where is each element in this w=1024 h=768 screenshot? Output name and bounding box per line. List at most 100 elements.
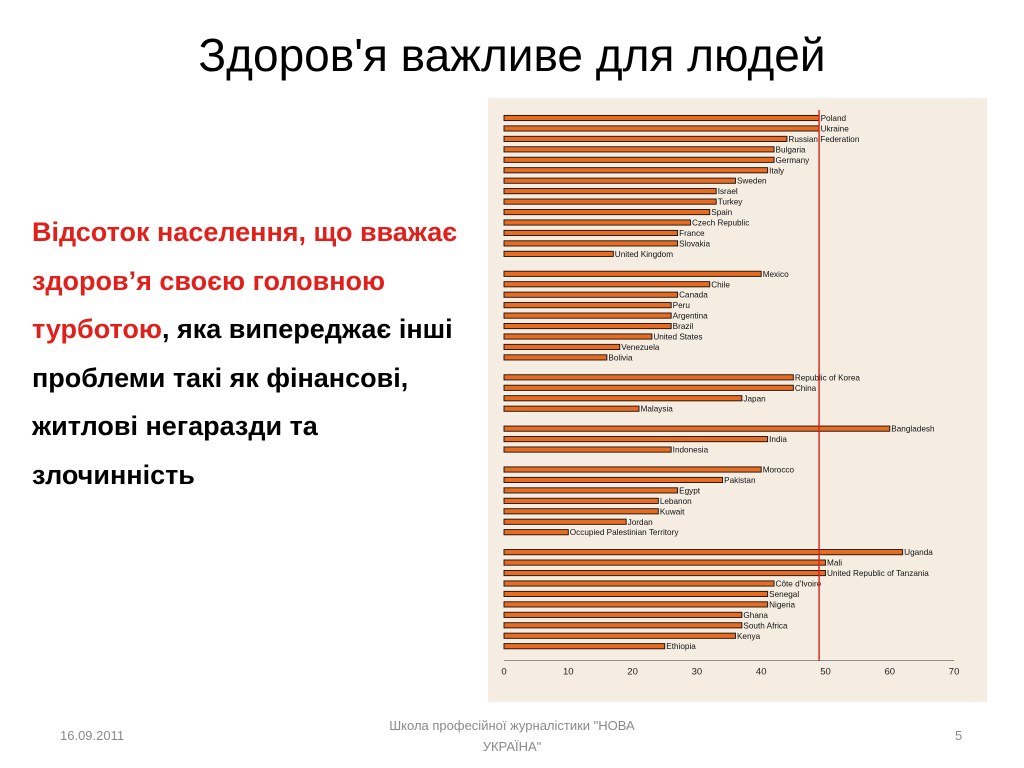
slide-title: Здоров'я важливе для людей — [198, 29, 826, 81]
bar-label-10: Czech Republic — [692, 219, 749, 228]
x-tick-label-6: 60 — [885, 667, 896, 678]
bar-6 — [503, 177, 736, 184]
bar-12 — [503, 240, 679, 247]
bar-25 — [503, 395, 743, 402]
x-tick-label-3: 30 — [692, 667, 703, 678]
x-tick-label-4: 40 — [756, 667, 767, 678]
bar-32 — [503, 487, 679, 494]
footer-date: 16.09.2011 — [60, 728, 125, 743]
bar-label-41: Senegal — [769, 590, 799, 599]
bar-24 — [503, 384, 794, 391]
bar-label-23: Republic of Korea — [795, 373, 861, 382]
bar-label-14: Mexico — [763, 270, 789, 279]
bar-3 — [503, 146, 775, 153]
bar-15 — [503, 281, 711, 288]
bar-4 — [503, 156, 775, 163]
bar-label-16: Canada — [679, 291, 708, 300]
bar-label-27: Bangladesh — [891, 425, 935, 434]
bar-0 — [503, 114, 820, 122]
bar-label-22: Bolivia — [608, 353, 633, 362]
bar-label-46: Ethiopia — [666, 642, 696, 651]
bar-38 — [503, 559, 826, 566]
bar-label-19: Brazil — [673, 322, 694, 331]
bar-9 — [503, 208, 711, 216]
bar-label-6: Sweden — [737, 177, 767, 186]
x-tick-label-7: 70 — [949, 667, 960, 678]
health-concern-chart: Poland Ukraine Russian Federation Bulgaria G… — [488, 98, 987, 702]
bar-16 — [503, 291, 679, 298]
bar-label-18: Argentina — [673, 312, 708, 321]
bar-label-43: Ghana — [743, 611, 768, 620]
bar-label-24: China — [795, 384, 817, 393]
bar-40 — [503, 580, 775, 587]
bar-46 — [503, 643, 666, 650]
bar-label-26: Malaysia — [641, 405, 674, 414]
bar-45 — [503, 632, 736, 639]
x-tick-label-1: 10 — [563, 667, 574, 678]
bar-label-13: United Kingdom — [615, 250, 673, 259]
bar-label-3: Bulgaria — [776, 145, 806, 154]
bar-label-20: United States — [653, 333, 702, 342]
bar-label-25: Japan — [743, 394, 766, 403]
bar-37 — [503, 549, 904, 556]
bar-27 — [503, 425, 891, 432]
bar-label-4: Germany — [776, 156, 811, 165]
bar-14 — [503, 270, 762, 277]
bar-label-32: Egypt — [679, 486, 701, 495]
bar-30 — [503, 466, 762, 473]
bar-28 — [503, 436, 769, 443]
body-text-rest: , яка випереджає інші проблеми такі як ф… — [32, 314, 453, 490]
bar-label-2: Russian Federation — [788, 135, 859, 144]
slide-body-text: Відсоток населення, що вважає здоров’я с… — [32, 208, 482, 499]
bar-35 — [503, 518, 627, 525]
bar-2 — [503, 135, 788, 142]
bar-label-7: Israel — [718, 187, 738, 196]
bar-20 — [503, 333, 653, 340]
bar-label-17: Peru — [673, 301, 691, 310]
footer-school-name: Школа професійної журналістики "НОВА УКР… — [389, 718, 635, 754]
bar-41 — [503, 590, 769, 598]
bar-label-30: Morocco — [763, 466, 795, 475]
bar-label-21: Venezuela — [621, 343, 660, 352]
bar-label-1: Ukraine — [821, 124, 850, 133]
bar-label-9: Spain — [711, 208, 732, 217]
x-tick-label-5: 50 — [820, 667, 831, 678]
bar-10 — [503, 219, 691, 226]
bar-31 — [503, 476, 724, 484]
bar-label-5: Italy — [769, 166, 785, 175]
body-text-highlight: Відсоток населення, що вважає здоров’я с… — [32, 217, 458, 344]
bar-23 — [503, 374, 794, 381]
bar-19 — [503, 322, 672, 330]
bar-8 — [503, 198, 717, 205]
bar-label-28: India — [769, 435, 787, 444]
bar-label-39: United Republic of Tanzania — [827, 569, 929, 578]
bar-7 — [503, 188, 717, 195]
bar-label-8: Turkey — [718, 198, 744, 207]
bar-11 — [503, 229, 679, 237]
bar-36 — [503, 529, 569, 536]
bar-label-35: Jordan — [628, 518, 653, 527]
bar-18 — [503, 312, 672, 319]
bar-label-45: Kenya — [737, 632, 761, 641]
bar-39 — [503, 570, 826, 577]
bar-label-38: Mali — [827, 559, 842, 568]
bar-label-44: South Africa — [743, 621, 788, 630]
bar-label-37: Uganda — [904, 548, 933, 557]
bar-label-34: Kuwait — [660, 507, 685, 516]
bar-1 — [503, 125, 820, 132]
bar-29 — [503, 446, 672, 453]
bar-42 — [503, 601, 769, 608]
bar-34 — [503, 508, 659, 515]
bar-label-33: Lebanon — [660, 497, 692, 506]
bar-label-42: Nigeria — [769, 600, 795, 609]
bar-26 — [503, 405, 640, 412]
bar-label-40: Côte d'Ivoire — [776, 580, 822, 589]
bar-label-36: Occupied Palestinian Territory — [570, 528, 680, 537]
bar-label-11: France — [679, 229, 705, 238]
bar-33 — [503, 497, 659, 504]
footer-page-number: 5 — [955, 728, 963, 743]
bar-label-31: Pakistan — [724, 476, 756, 485]
bar-5 — [503, 167, 769, 174]
bar-21 — [503, 343, 621, 351]
